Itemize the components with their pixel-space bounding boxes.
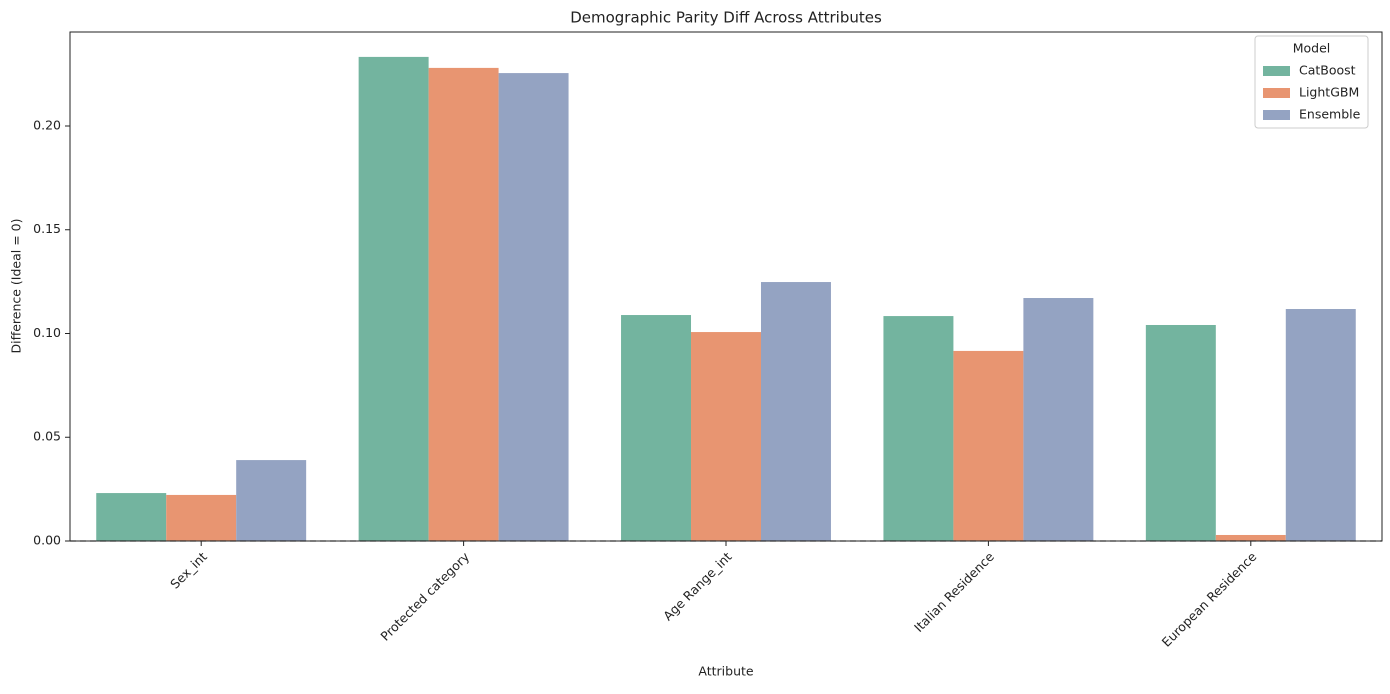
legend-label: CatBoost (1299, 63, 1356, 78)
legend-title: Model (1293, 41, 1331, 56)
bar (358, 56, 429, 542)
legend-swatch (1263, 88, 1290, 98)
x-tick-label: Age Range_int (660, 549, 735, 624)
bar (953, 350, 1024, 541)
x-tick-label: Italian Residence (911, 549, 997, 635)
bar (1215, 534, 1286, 541)
legend-swatch (1263, 66, 1290, 76)
legend-label: LightGBM (1299, 85, 1359, 100)
chart-title: Demographic Parity Diff Across Attribute… (570, 9, 882, 27)
legend-label: Ensemble (1299, 107, 1361, 122)
bar (428, 67, 499, 541)
y-tick-label: 0.15 (33, 221, 61, 236)
x-tick-label: Protected category (377, 549, 472, 644)
x-axis-label: Attribute (698, 664, 754, 679)
bar (621, 315, 692, 541)
x-tick-label: Sex_int (167, 549, 210, 592)
legend-box (1254, 35, 1369, 129)
legend-swatch (1263, 110, 1290, 120)
bar (760, 282, 831, 541)
bar (96, 493, 167, 541)
bar (236, 460, 307, 541)
x-tick-label: European Residence (1159, 549, 1260, 650)
y-tick-label: 0.10 (33, 325, 61, 340)
bar (883, 316, 954, 541)
y-tick-label: 0.00 (33, 533, 61, 548)
bar (1023, 298, 1094, 541)
bar (498, 73, 569, 541)
y-axis-label: Difference (Ideal = 0) (9, 219, 24, 354)
bar (691, 332, 761, 541)
bar (1145, 324, 1216, 541)
y-tick-label: 0.20 (33, 117, 61, 132)
y-tick-label: 0.05 (33, 429, 61, 444)
plot-frame (69, 31, 1383, 542)
bar (1285, 309, 1356, 541)
bar (166, 494, 237, 541)
